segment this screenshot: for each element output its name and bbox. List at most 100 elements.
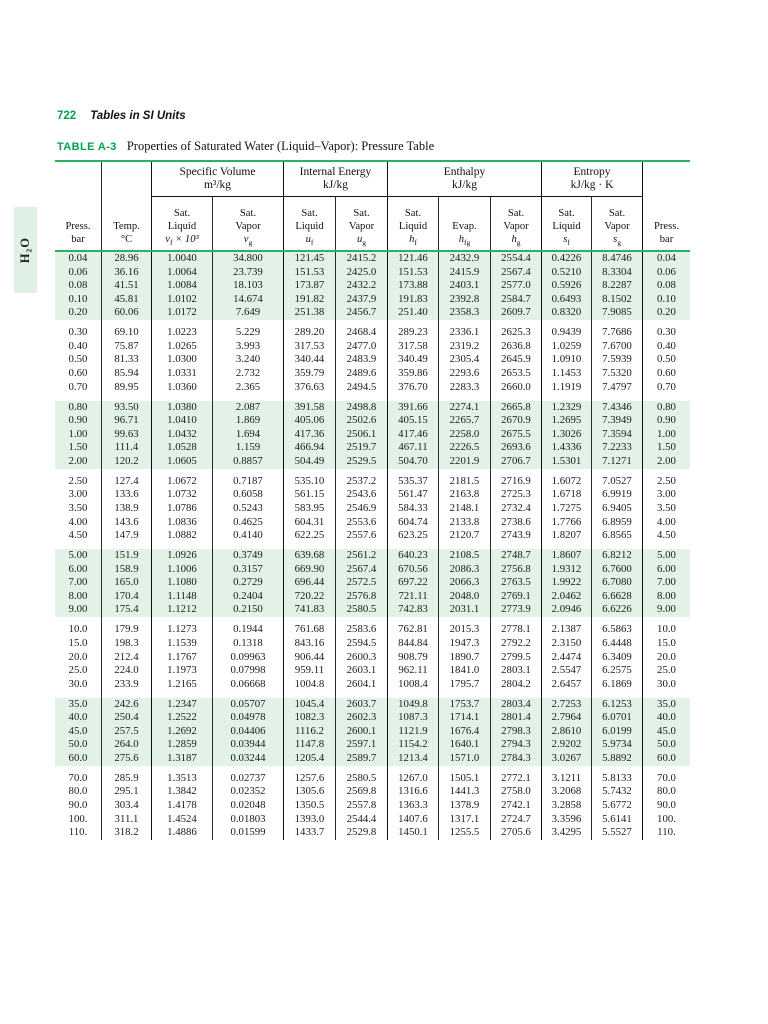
table-cell: 376.70 (388, 380, 439, 395)
table-row: 0.60 85.94 1.0331 2.732 359.79 2489.6 359.86 22… (55, 367, 690, 381)
table-cell: 45.81 (102, 292, 152, 307)
header-spacer (55, 162, 102, 197)
table-cell: 3.993 (213, 339, 284, 354)
table-cell: 1.9312 (542, 562, 592, 577)
table-cell: 8.2287 (592, 279, 643, 293)
table-cell: 175.4 (102, 603, 152, 618)
gap-cell (491, 468, 542, 475)
gap-cell (213, 542, 284, 550)
gap-cell (102, 617, 152, 624)
table-cell: 2.0946 (542, 603, 592, 618)
gap-cell (152, 542, 213, 550)
table-cell: 6.6226 (592, 603, 643, 618)
gap-cell (152, 394, 213, 401)
table-cell: 0.40 (657, 339, 676, 352)
table-cell: 2305.4 (439, 353, 491, 368)
table-cell: 0.4140 (213, 529, 284, 543)
table-cell: 1.0410 (152, 414, 213, 428)
gap-cell (542, 319, 592, 327)
table-cell: 75.87 (102, 339, 152, 354)
gap-cell (592, 691, 643, 698)
gap-cell (592, 617, 643, 624)
table-cell: 340.49 (388, 353, 439, 368)
table-cell: 962.11 (388, 664, 439, 678)
table-cell: 1.8207 (542, 529, 592, 543)
table-cell: 0.08 (55, 279, 102, 293)
table-cell: 2.4474 (542, 650, 592, 665)
table-cell: 1.8607 (542, 549, 592, 563)
column-header: Sat. Vapor vg (213, 197, 284, 250)
table-cell: 405.06 (284, 414, 336, 428)
table-cell: 1.0360 (152, 380, 213, 395)
table-cell: 504.49 (284, 454, 336, 469)
table-cell: 0.20 (643, 306, 690, 320)
table-cell: 0.9439 (542, 326, 592, 340)
table-cell: 3.50 (657, 501, 676, 514)
table-row: 60.0 275.6 1.3187 0.03244 1205.4 2589.7 1213.4… (55, 751, 690, 766)
column-header-line: Liquid (398, 221, 428, 232)
table-cell: 81.33 (102, 353, 152, 368)
table-subheader-row: Press. bar Temp. °C Sat. Liquid vf × 10³ Sat. V… (55, 197, 690, 252)
table-cell: 1.0300 (152, 353, 213, 368)
gap-cell (284, 765, 336, 772)
table-cell: 173.88 (388, 279, 439, 293)
table-cell: 2274.1 (439, 400, 491, 415)
table-cell: 6.8212 (592, 549, 643, 563)
table-cell: 2803.1 (491, 664, 542, 678)
table-cell: 6.7600 (592, 562, 643, 577)
table-cell: 1.0102 (152, 292, 213, 307)
table-row: 40.0 250.4 1.2522 0.04978 1082.3 2602.3 1087.3… (55, 711, 690, 725)
table-cell: 5.7432 (592, 785, 643, 800)
table-cell: 0.8320 (542, 306, 592, 320)
table-cell: 1450.1 (388, 826, 439, 840)
table-cell: 376.63 (284, 380, 336, 395)
gap-cell (152, 468, 213, 475)
table-cell: 2.9202 (542, 738, 592, 752)
table-cell: 317.53 (284, 339, 336, 354)
table-row: 100. 311.1 1.4524 0.01803 1393.0 2544.4 1407.6… (55, 812, 690, 827)
table-cell: 2763.5 (491, 576, 542, 590)
column-header: Sat. Liquid vf × 10³ (152, 197, 213, 250)
table-cell: 1213.4 (388, 751, 439, 766)
table-cell: 2583.6 (336, 623, 388, 637)
table-row: 50.0 264.0 1.2859 0.03944 1147.8 2597.1 1154.2… (55, 738, 690, 752)
table-cell: 1147.8 (284, 738, 336, 752)
table-cell: 3.00 (55, 488, 102, 502)
table-cell: 0.90 (55, 414, 102, 428)
column-header-line: Sat. (558, 208, 575, 219)
table-cell: 2792.2 (491, 636, 542, 651)
table-cell: 535.10 (284, 474, 336, 489)
gap-cell (102, 542, 152, 550)
table-cell: 1393.0 (284, 812, 336, 827)
table-cell: 0.03244 (213, 751, 284, 766)
table-cell: 2031.1 (439, 603, 491, 618)
table-cell: 1947.3 (439, 636, 491, 651)
table-cell: 0.08 (643, 279, 690, 293)
table-cell: 1.159 (213, 441, 284, 455)
table-row: 0.80 93.50 1.0380 2.087 391.58 2498.8 391.66 22… (55, 400, 690, 415)
table-cell: 2567.4 (336, 562, 388, 577)
table-cell: 2415.2 (336, 252, 388, 266)
table-cell: 0.8857 (213, 454, 284, 469)
table-cell: 340.44 (284, 353, 336, 368)
table-cell: 1441.3 (439, 785, 491, 800)
table-row: 4.00 143.6 1.0836 0.4625 604.31 2553.6 604.74 2… (55, 515, 690, 530)
table-cell: 1.00 (55, 427, 102, 442)
table-cell: 1.3187 (152, 751, 213, 766)
table-row: 70.0 285.9 1.3513 0.02737 1257.6 2580.5 1267.0… (55, 771, 690, 786)
table-cell: 1.6072 (542, 474, 592, 489)
table-cell: 2732.4 (491, 501, 542, 516)
table-cell: 0.04978 (213, 711, 284, 725)
table-cell: 2773.9 (491, 603, 542, 618)
table-cell: 6.9405 (592, 501, 643, 516)
table-cell: 6.00 (643, 562, 690, 577)
table-row: 0.50 81.33 1.0300 3.240 340.44 2483.9 340.49 23… (55, 353, 690, 368)
table-cell: 1.9922 (542, 576, 592, 590)
column-header-symbol: hg (511, 234, 521, 248)
table-cell: 285.9 (102, 771, 152, 786)
table-cell: 5.00 (643, 549, 690, 563)
table-cell: 60.0 (643, 751, 690, 766)
table-row: 10.0 179.9 1.1273 0.1944 761.68 2583.6 762.81 2… (55, 623, 690, 637)
table-cell: 405.15 (388, 414, 439, 428)
table-cell: 2603.7 (336, 697, 388, 712)
